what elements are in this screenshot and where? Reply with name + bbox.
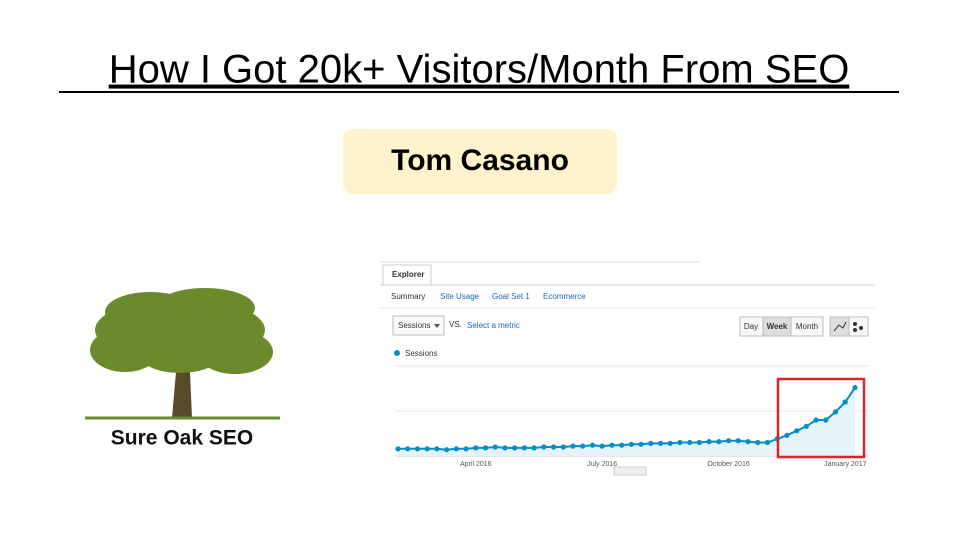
point xyxy=(755,439,761,446)
plot: April 2016 July 2016 October 2016 January 2… xyxy=(395,385,867,468)
highlight-box xyxy=(776,377,866,459)
dropdown-arrow xyxy=(434,324,440,328)
point xyxy=(716,439,722,445)
period-label: Month xyxy=(796,322,818,331)
area xyxy=(398,387,855,456)
x-tick-label: October 2016 xyxy=(707,461,750,468)
point xyxy=(794,428,800,434)
icon xyxy=(853,322,857,326)
scroll-handle[interactable] xyxy=(613,466,647,476)
point xyxy=(395,446,401,452)
metric-dropdown[interactable] xyxy=(392,315,445,336)
point xyxy=(414,446,421,452)
chart-type-button[interactable] xyxy=(829,316,850,337)
point xyxy=(502,445,508,451)
point xyxy=(725,438,732,444)
point xyxy=(580,443,586,449)
point xyxy=(657,440,664,446)
point xyxy=(628,441,634,447)
point xyxy=(550,444,557,450)
period-button[interactable] xyxy=(790,316,824,337)
point xyxy=(784,432,790,438)
point xyxy=(453,446,459,452)
icon xyxy=(833,321,847,332)
icon xyxy=(853,328,857,332)
point xyxy=(609,442,615,448)
point xyxy=(852,385,858,391)
point xyxy=(677,439,683,446)
point xyxy=(560,444,566,450)
point xyxy=(764,439,771,446)
analytics-panel: Explorer Summary Site Usage Goal Set 1 E… xyxy=(380,261,875,476)
vs-label: VS. xyxy=(449,320,462,329)
point xyxy=(473,445,479,451)
chart-type-button[interactable] xyxy=(848,316,869,337)
x-tick-label: January 2017 xyxy=(824,461,867,468)
tree-canopy xyxy=(90,288,273,374)
point xyxy=(570,443,576,449)
metric-label: Sessions xyxy=(398,321,430,330)
point xyxy=(444,447,450,453)
period-label: Week xyxy=(767,322,788,331)
point xyxy=(745,439,751,445)
x-tick-label: July 2016 xyxy=(587,461,617,468)
select-metric[interactable]: Select a metric xyxy=(467,321,520,330)
author: Tom Casano xyxy=(391,144,569,177)
point xyxy=(589,442,596,448)
logo: Sure Oak SEO xyxy=(85,288,280,450)
point xyxy=(638,441,644,447)
subtab[interactable]: Site Usage xyxy=(440,292,480,301)
point xyxy=(706,439,712,445)
subtab[interactable]: Goal Set 1 xyxy=(492,292,530,301)
subtab[interactable]: Ecommerce xyxy=(543,292,586,301)
icon xyxy=(859,326,863,330)
point xyxy=(803,423,809,429)
point xyxy=(599,443,605,449)
point xyxy=(482,445,489,451)
point xyxy=(687,439,693,446)
point xyxy=(813,417,819,423)
point xyxy=(463,446,469,452)
legend-label: Sessions xyxy=(405,349,437,358)
point xyxy=(434,446,440,452)
point xyxy=(521,445,528,451)
point xyxy=(541,444,547,450)
point xyxy=(405,446,411,452)
point xyxy=(648,440,654,446)
point xyxy=(531,445,537,451)
point xyxy=(842,399,848,405)
tab-label: Explorer xyxy=(392,270,424,279)
logo-text: Sure Oak SEO xyxy=(111,427,253,450)
period-label: Day xyxy=(744,322,758,331)
point xyxy=(667,440,673,446)
point xyxy=(696,439,703,446)
point xyxy=(619,442,625,448)
subtab[interactable]: Summary xyxy=(391,292,425,301)
point xyxy=(735,438,741,444)
point xyxy=(424,446,430,452)
point xyxy=(823,417,829,423)
point xyxy=(492,444,498,450)
author-box xyxy=(343,129,617,194)
point xyxy=(832,409,839,415)
legend-marker xyxy=(394,350,400,356)
slide-title: How I Got 20k+ Visitors/Month From SEO xyxy=(109,48,850,92)
point xyxy=(512,445,518,451)
x-tick-label: April 2016 xyxy=(460,461,492,468)
